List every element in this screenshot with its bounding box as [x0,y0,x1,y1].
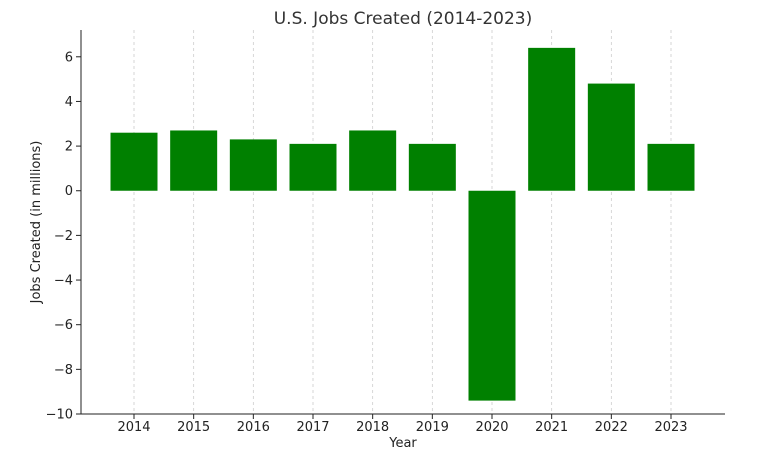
y-axis-label: Jobs Created (in millions) [29,141,44,305]
y-tick-label: 4 [65,95,73,110]
bars [110,47,695,401]
x-tick-label: 2015 [177,420,210,435]
bar-2017 [289,143,337,191]
y-ticks: −10 −8 −6 −4 −2 0 2 4 6 [46,50,81,423]
y-tick-label: 0 [65,184,73,199]
x-tick-label: 2022 [595,420,628,435]
y-tick-label: −4 [54,274,73,289]
y-tick-label: −10 [46,408,73,423]
y-tick-label: 2 [65,140,73,155]
bar-2023 [647,143,695,191]
x-tick-label: 2020 [475,420,508,435]
y-tick-label: −2 [54,229,73,244]
x-tick-label: 2018 [356,420,389,435]
x-tick-label: 2023 [654,420,687,435]
bar-2016 [229,139,277,191]
chart-title: U.S. Jobs Created (2014-2023) [274,9,533,29]
x-ticks: 2014 2015 2016 2017 2018 2019 2020 2021 2022 2023 [117,414,688,435]
x-axis-label: Year [388,436,417,451]
bar-2020 [468,190,516,401]
x-tick-label: 2014 [117,420,150,435]
y-tick-label: 6 [65,50,73,65]
bar-2019 [408,143,456,191]
bar-2015 [170,130,218,191]
x-tick-label: 2021 [535,420,568,435]
bar-2021 [528,47,576,191]
x-tick-label: 2016 [237,420,270,435]
x-tick-label: 2017 [296,420,329,435]
y-tick-label: −6 [54,318,73,333]
bar-2014 [110,132,158,191]
bar-2022 [587,83,635,191]
bar-2018 [349,130,397,191]
x-tick-label: 2019 [416,420,449,435]
y-tick-label: −8 [54,363,73,378]
